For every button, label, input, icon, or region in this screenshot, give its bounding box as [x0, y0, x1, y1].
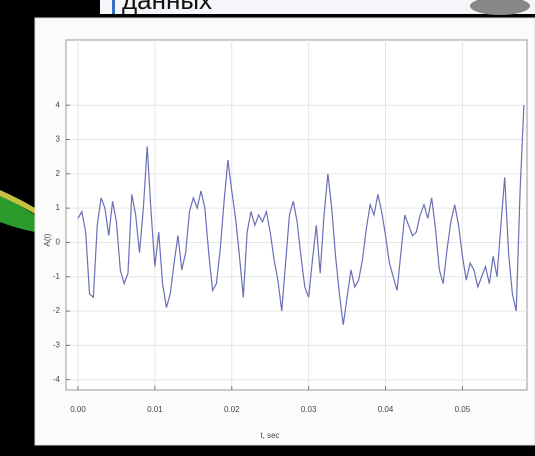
x-tick-label: 0.05	[455, 405, 471, 414]
y-tick-label: -3	[53, 341, 61, 350]
data-line	[77, 105, 525, 325]
y-tick-label: 3	[56, 135, 61, 144]
decoration	[0, 190, 35, 214]
x-tick-label: 0.04	[378, 405, 394, 414]
x-tick-label: 0.01	[147, 405, 163, 414]
decoration	[0, 195, 35, 232]
decoration	[470, 0, 530, 15]
x-tick-label: 0.03	[301, 405, 317, 414]
y-tick-label: -1	[53, 272, 61, 281]
y-axis-label: A(t)	[43, 233, 52, 246]
y-tick-label: -2	[53, 306, 61, 315]
header-strip	[100, 0, 535, 14]
x-axis-label: t, sec	[260, 431, 279, 440]
y-tick-label: 0	[56, 238, 61, 247]
x-tick-label: 0.02	[224, 405, 240, 414]
y-tick-label: 1	[56, 203, 61, 212]
y-tick-label: 4	[56, 100, 61, 109]
y-tick-label: 2	[56, 169, 61, 178]
y-tick-label: -4	[53, 375, 61, 384]
header-accent	[112, 0, 115, 14]
x-tick-label: 0.00	[70, 405, 86, 414]
header-text: данных	[122, 0, 212, 15]
